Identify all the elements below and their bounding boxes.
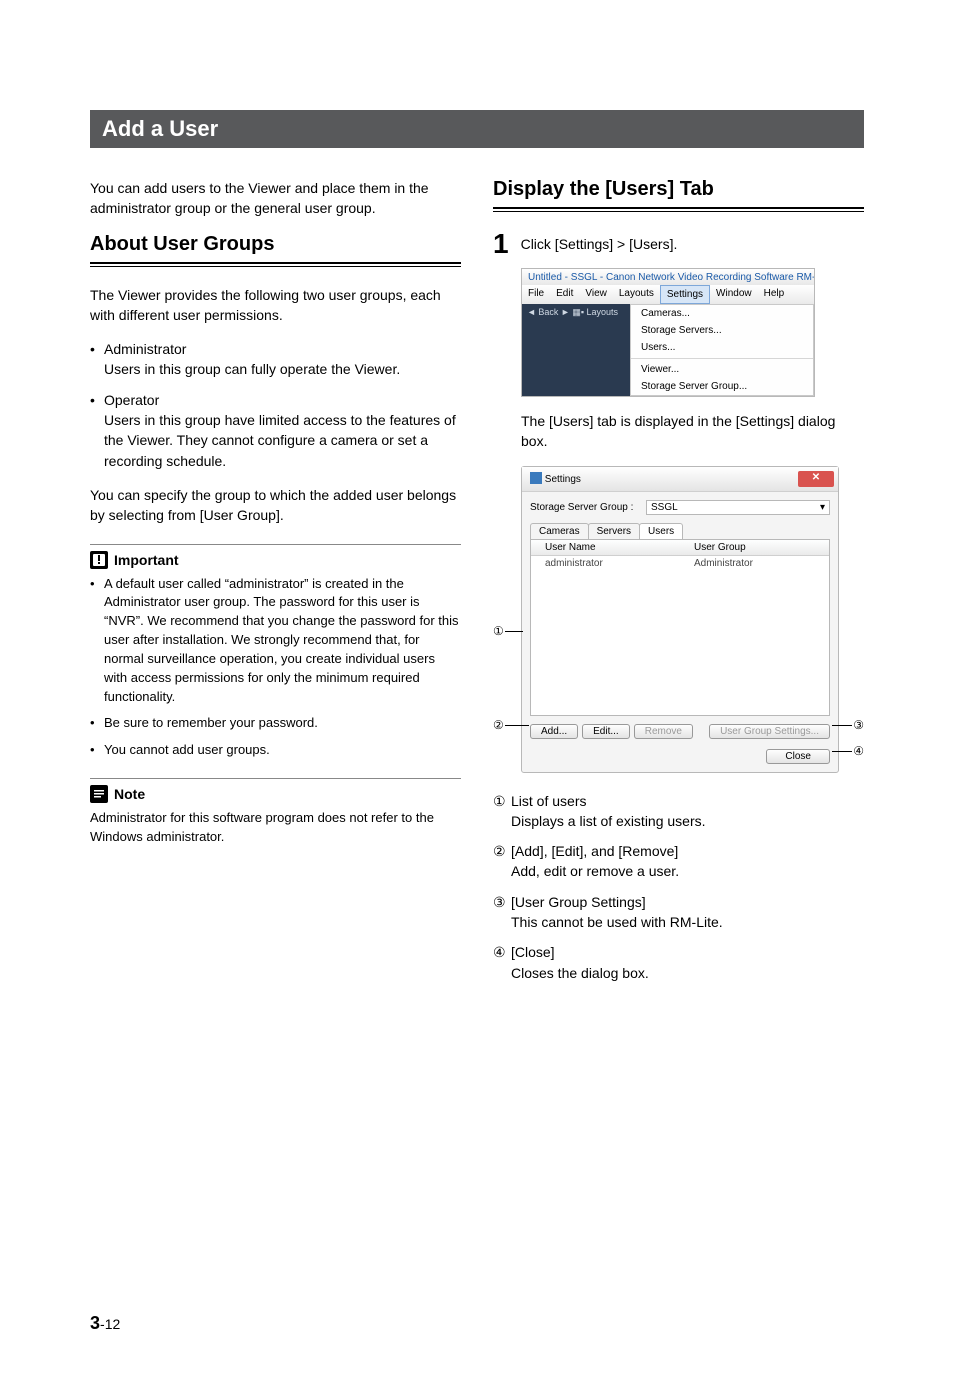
menu-layouts[interactable]: Layouts xyxy=(613,285,660,304)
window-title: Untitled - SSGL - Canon Network Video Re… xyxy=(522,269,814,285)
enum-title: [Add], [Edit], and [Remove] xyxy=(511,843,678,859)
bullet-administrator: Administrator Users in this group can fu… xyxy=(90,339,461,380)
step-number: 1 xyxy=(493,230,509,258)
enum-user-group-settings: ③[User Group Settings] This cannot be us… xyxy=(493,892,864,933)
important-item: Be sure to remember your password. xyxy=(90,714,461,733)
step-text: Click [Settings] > [Users]. xyxy=(521,230,678,252)
close-icon[interactable]: ✕ xyxy=(798,471,834,487)
tab-users[interactable]: Users xyxy=(639,523,683,539)
left-column: You can add users to the Viewer and plac… xyxy=(90,178,461,993)
menu-view[interactable]: View xyxy=(579,285,613,304)
important-item: You cannot add user groups. xyxy=(90,741,461,760)
callout-2: ② xyxy=(493,718,504,732)
enum-desc: Add, edit or remove a user. xyxy=(493,861,864,881)
note-label: Note xyxy=(114,786,145,802)
callout-line xyxy=(505,631,523,632)
callout-line xyxy=(505,725,529,726)
dropdown-separator xyxy=(631,358,813,359)
page-number: 12 xyxy=(105,1316,121,1332)
screenshot-settings-dialog: ① ② ③ ④ Settings ✕ xyxy=(493,466,864,773)
group-dropdown[interactable]: SSGL▾ xyxy=(646,500,830,515)
settings-dropdown: Cameras... Storage Servers... Users... V… xyxy=(630,304,814,396)
toolbar: ◄ Back ► ▦▪ Layouts xyxy=(522,304,630,396)
callout-1: ① xyxy=(493,624,504,638)
important-heading: Important xyxy=(90,544,461,569)
screenshot-menu: Untitled - SSGL - Canon Network Video Re… xyxy=(521,268,864,397)
dropdown-item-cameras[interactable]: Cameras... xyxy=(631,305,813,322)
group-label: Storage Server Group : xyxy=(530,502,640,513)
user-group-settings-button[interactable]: User Group Settings... xyxy=(709,724,830,739)
heading-rule xyxy=(493,207,864,212)
dropdown-item-viewer[interactable]: Viewer... xyxy=(631,361,813,378)
heading-rule xyxy=(90,262,461,267)
dropdown-item-users[interactable]: Users... xyxy=(631,339,813,356)
close-button[interactable]: Close xyxy=(766,749,830,764)
step-1: 1 Click [Settings] > [Users]. xyxy=(493,230,864,258)
heading-about-user-groups: About User Groups xyxy=(90,233,461,258)
bullet-title: Operator xyxy=(104,390,461,410)
enum-desc: Closes the dialog box. xyxy=(493,963,864,983)
chapter-number: 3 xyxy=(90,1313,100,1333)
intro-text: You can add users to the Viewer and plac… xyxy=(90,178,461,219)
callout-3: ③ xyxy=(853,718,864,732)
note-icon xyxy=(90,785,108,803)
enum-number: ③ xyxy=(493,892,511,912)
note-heading: Note xyxy=(90,778,461,803)
dropdown-item-storage-server-group[interactable]: Storage Server Group... xyxy=(631,378,813,395)
add-button[interactable]: Add... xyxy=(530,724,578,739)
edit-button[interactable]: Edit... xyxy=(582,724,630,739)
p-user-groups: The Viewer provides the following two us… xyxy=(90,285,461,326)
menu-help[interactable]: Help xyxy=(758,285,791,304)
note-text: Administrator for this software program … xyxy=(90,809,461,847)
enum-number: ② xyxy=(493,841,511,861)
important-icon xyxy=(90,551,108,569)
page-footer: 3-12 xyxy=(90,1313,864,1334)
bullet-title: Administrator xyxy=(104,339,461,359)
menu-file[interactable]: File xyxy=(522,285,550,304)
page-banner: Add a User xyxy=(90,110,864,148)
enum-title: [User Group Settings] xyxy=(511,894,646,910)
enum-number: ④ xyxy=(493,942,511,962)
p-after-screenshot1: The [Users] tab is displayed in the [Set… xyxy=(493,411,864,452)
dropdown-item-storage-servers[interactable]: Storage Servers... xyxy=(631,322,813,339)
th-user-name: User Name xyxy=(531,540,680,555)
right-column: Display the [Users] Tab 1 Click [Setting… xyxy=(493,178,864,993)
enum-close: ④[Close] Closes the dialog box. xyxy=(493,942,864,983)
callout-line xyxy=(832,751,852,752)
enum-list-of-users: ①List of users Displays a list of existi… xyxy=(493,791,864,832)
bullet-operator: Operator Users in this group have limite… xyxy=(90,390,461,471)
enum-desc: Displays a list of existing users. xyxy=(493,811,864,831)
menu-settings[interactable]: Settings xyxy=(660,285,710,304)
th-user-group: User Group xyxy=(680,540,829,555)
enum-title: List of users xyxy=(511,793,586,809)
important-label: Important xyxy=(114,552,179,568)
table-row[interactable]: administrator Administrator xyxy=(531,556,829,571)
cell-user-name: administrator xyxy=(531,556,680,571)
dialog-title: Settings xyxy=(530,472,581,485)
remove-button[interactable]: Remove xyxy=(634,724,693,739)
menu-edit[interactable]: Edit xyxy=(550,285,579,304)
bullet-desc: Users in this group can fully operate th… xyxy=(104,359,461,379)
heading-display-users-tab: Display the [Users] Tab xyxy=(493,178,864,203)
menu-window[interactable]: Window xyxy=(710,285,758,304)
cell-user-group: Administrator xyxy=(680,556,829,571)
bullet-desc: Users in this group have limited access … xyxy=(104,410,461,471)
tab-servers[interactable]: Servers xyxy=(588,523,640,539)
menu-bar: File Edit View Layouts Settings Window H… xyxy=(522,285,814,304)
p-specify-group: You can specify the group to which the a… xyxy=(90,485,461,526)
enum-title: [Close] xyxy=(511,944,555,960)
chevron-down-icon: ▾ xyxy=(820,502,825,513)
callout-4: ④ xyxy=(853,744,864,758)
callout-line xyxy=(832,725,852,726)
important-item: A default user called “administrator” is… xyxy=(90,575,461,707)
enum-desc: This cannot be used with RM-Lite. xyxy=(493,912,864,932)
users-table: User Name User Group administrator Admin… xyxy=(530,539,830,716)
enum-number: ① xyxy=(493,791,511,811)
tab-cameras[interactable]: Cameras xyxy=(530,523,589,539)
enum-add-edit-remove: ②[Add], [Edit], and [Remove] Add, edit o… xyxy=(493,841,864,882)
